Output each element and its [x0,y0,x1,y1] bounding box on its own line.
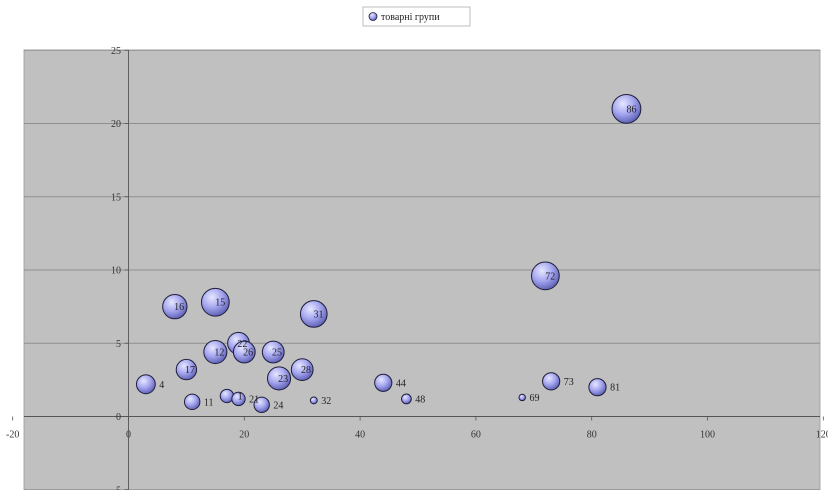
y-tick-label: 25 [111,46,121,57]
bubble [135,374,156,395]
bubble [542,372,561,391]
tick-labels: -5 0 5 10 15 20 25 -20 0 20 40 60 80 100 120 [6,46,828,490]
bubble [203,339,228,365]
bubble [588,378,607,397]
bubble-label: 17 [185,365,195,376]
x-tick-label: 120 [816,430,828,441]
bubble-label: 23 [278,374,288,385]
legend-label: товарні групи [381,12,440,23]
bubble-label: 73 [564,377,574,388]
x-tick-label: -20 [6,430,19,441]
bubble-label: 81 [610,383,620,394]
bubble-label: 21 [249,394,259,405]
bubbles [135,93,642,413]
bubble-label: 12 [214,348,224,359]
bubble [175,358,198,381]
bubble-label: 44 [396,378,406,389]
x-tick-label: 100 [700,430,715,441]
bubble [518,393,526,402]
y-tick-label: 15 [111,192,121,203]
x-tick-label: 40 [355,430,365,441]
bubble-label: 72 [545,271,555,282]
bubble [290,358,314,382]
bubble [374,373,393,392]
bubble-label: 24 [273,400,283,411]
y-tick-label: 10 [111,266,121,277]
x-tick-label: 80 [587,430,597,441]
y-tick-label: -5 [113,485,121,490]
bubble [611,93,642,124]
bubble [232,340,256,364]
bubble-label: 4 [159,380,164,391]
bubble-label: 48 [415,394,425,405]
bubble [200,287,230,317]
bubble-label: 15 [215,298,225,309]
bubble [530,261,560,291]
grid-lines [24,49,820,490]
y-tick-label: 5 [116,339,121,350]
bubble-label: 16 [174,302,184,313]
bubble-label: 86 [626,104,636,115]
x-tick-label: 60 [471,430,481,441]
x-tick-label: 20 [239,430,249,441]
bubble [266,366,292,391]
legend: товарні групи [362,6,471,27]
bubble-label: 26 [243,348,253,359]
bubble [261,340,285,364]
bubble-label: 1 [238,391,243,402]
axes [12,49,824,490]
y-tick-label: 20 [111,119,121,130]
bubble-label: 28 [301,365,311,376]
bubble [299,300,328,328]
bubble [253,396,270,413]
bubble-label: 69 [529,393,539,404]
legend-marker [368,12,378,21]
bubble-label: 25 [272,348,282,359]
bubble [231,391,246,407]
bubble-label: 32 [321,396,331,407]
x-tick-label: 0 [126,430,131,441]
bubble [309,396,318,405]
y-tick-label: 0 [116,412,121,423]
bubble-label: 11 [204,397,214,408]
legend-box [362,6,471,27]
bubble [162,293,188,320]
bubble-label: 22 [237,339,247,350]
bubble-label: 31 [313,309,323,320]
bubble [183,393,201,411]
bubble [401,393,412,405]
